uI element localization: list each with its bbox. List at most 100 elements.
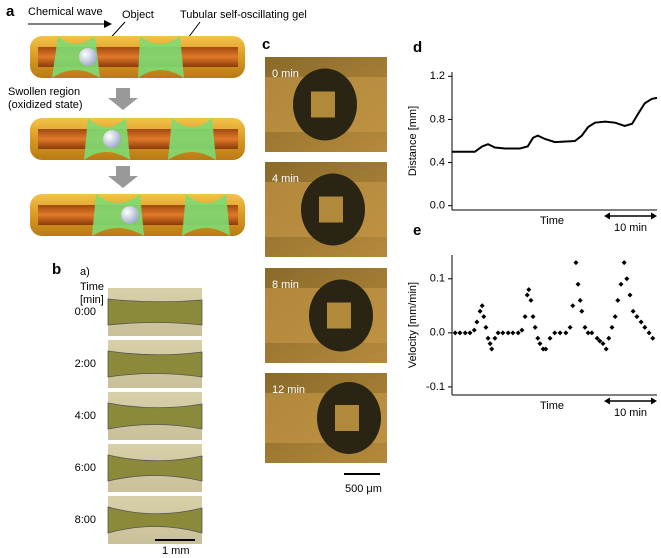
data-point (510, 330, 516, 336)
time-label: 4:00 (75, 410, 96, 422)
data-point (522, 314, 528, 320)
data-point (471, 327, 477, 333)
time-label: 8:00 (75, 514, 96, 526)
y-axis-title: Velocity [mm/min] (407, 282, 419, 368)
time-label: 6:00 (75, 462, 96, 474)
y-tick-label: 0.0 (430, 327, 445, 339)
gel-strip (107, 298, 203, 326)
annotation: Swollen region (8, 86, 80, 98)
data-point (570, 303, 576, 309)
data-point (618, 281, 624, 287)
gel-strip (107, 350, 203, 378)
annotation: Time (80, 281, 104, 293)
data-point (532, 324, 538, 330)
scale-label: 1 mm (162, 545, 190, 557)
data-point (579, 308, 585, 314)
arrowhead (604, 212, 611, 220)
data-point (540, 346, 546, 352)
y-tick-label: 0.4 (430, 156, 445, 168)
data-point (630, 308, 636, 314)
y-tick-label: 1.2 (430, 70, 445, 82)
gel-strip (107, 402, 203, 430)
data-point (452, 330, 458, 336)
data-point (535, 335, 541, 341)
data-point (519, 327, 525, 333)
scale-label: 10 min (614, 407, 647, 419)
panel-label: c (262, 36, 270, 53)
data-point (600, 341, 606, 347)
data-point (474, 319, 480, 325)
frame-time: 12 min (272, 384, 305, 396)
data-point (515, 330, 521, 336)
data-point (489, 346, 495, 352)
data-point (505, 330, 511, 336)
core (335, 405, 359, 431)
data-point (615, 297, 621, 303)
x-axis-title: Time (540, 215, 564, 227)
data-point (582, 324, 588, 330)
frame-time: 0 min (272, 68, 299, 80)
data-point (557, 330, 563, 336)
data-point (634, 314, 640, 320)
y-tick-label: -0.1 (426, 381, 445, 393)
data-point (457, 330, 463, 336)
annotation: a) (80, 266, 90, 278)
time-label: 0:00 (75, 306, 96, 318)
annotation: Chemical wave (28, 6, 103, 18)
data-point (567, 324, 573, 330)
data-point (552, 330, 558, 336)
data-point (479, 303, 485, 309)
data-point (638, 319, 644, 325)
y-axis-title: Distance [mm] (407, 106, 419, 176)
leader (187, 21, 201, 39)
scale-label: 500 μm (345, 483, 382, 495)
annotation: Object (122, 9, 154, 21)
frame-time: 4 min (272, 173, 299, 185)
data-point (575, 281, 581, 287)
data-point (495, 330, 501, 336)
data-point (606, 335, 612, 341)
data-point (547, 335, 553, 341)
data-point (646, 330, 652, 336)
data-point (621, 260, 627, 266)
y-tick-label: 0.1 (430, 273, 445, 285)
data-point (485, 335, 491, 341)
data-point (585, 330, 591, 336)
data-point (603, 346, 609, 352)
panel-label: d (413, 39, 422, 56)
data-point (492, 335, 498, 341)
data-point (481, 314, 487, 320)
arrowhead (651, 212, 657, 220)
step-arrow (108, 166, 138, 188)
gel-strip (107, 506, 203, 534)
step-arrow (108, 88, 138, 110)
data-point (543, 346, 549, 352)
data-point (573, 260, 579, 266)
data-point (530, 314, 536, 320)
data-point (524, 292, 530, 298)
data-point (526, 287, 532, 293)
scale-label: 10 min (614, 222, 647, 234)
data-point (642, 324, 648, 330)
tube-2 (30, 118, 245, 160)
panel-label: b (52, 261, 61, 278)
data-point (577, 297, 583, 303)
core (319, 196, 343, 223)
data-point (487, 341, 493, 347)
data-line (452, 96, 658, 153)
panel-label: e (413, 222, 421, 239)
y-tick-label: 0.0 (430, 200, 445, 212)
data-point (467, 330, 473, 336)
time-label: 2:00 (75, 358, 96, 370)
tube-3 (30, 194, 245, 236)
x-axis-title: Time (540, 400, 564, 412)
data-point (594, 335, 600, 341)
data-point (627, 292, 633, 298)
annotation: (oxidized state) (8, 99, 83, 111)
tube-1 (30, 36, 245, 78)
data-point (612, 314, 618, 320)
core (311, 91, 335, 118)
data-point (609, 324, 615, 330)
gel-strip (107, 454, 203, 482)
